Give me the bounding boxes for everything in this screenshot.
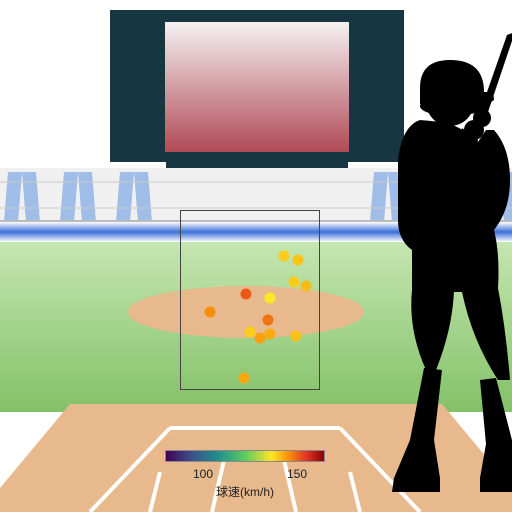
legend-ticks: 100 150	[165, 467, 325, 481]
legend-tick-100: 100	[193, 467, 213, 481]
pitch-location-chart: 100 150 球速(km/h)	[0, 0, 512, 512]
pitch-dot	[239, 373, 250, 384]
pitch-dot	[265, 329, 276, 340]
pitch-dot	[291, 331, 302, 342]
pitch-dot	[265, 293, 276, 304]
strike-zone-box	[180, 210, 320, 390]
legend-tick-150: 150	[287, 467, 307, 481]
speed-legend: 100 150 球速(km/h)	[150, 450, 340, 496]
batter-silhouette	[302, 30, 512, 500]
legend-colorbar	[165, 450, 325, 462]
legend-title: 球速(km/h)	[150, 483, 340, 500]
pitch-dot	[263, 315, 274, 326]
pitch-dot	[279, 251, 290, 262]
pitch-dot	[289, 277, 300, 288]
pitch-dot	[205, 307, 216, 318]
pitch-dot	[241, 289, 252, 300]
